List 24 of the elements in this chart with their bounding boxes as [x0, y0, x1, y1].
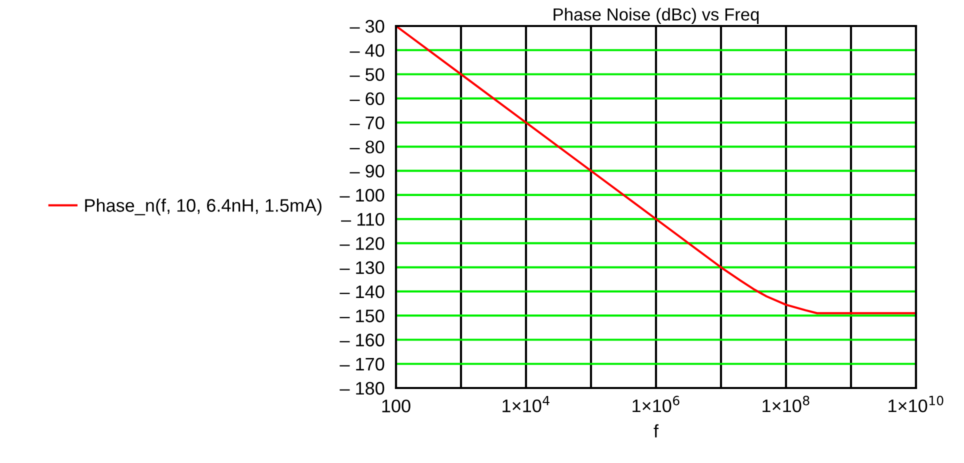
y-tick-label: – 50 [350, 68, 384, 81]
y-tick-label: – 30 [350, 20, 384, 33]
y-tick-label: – 120 [340, 237, 384, 250]
y-tick-label: – 140 [340, 285, 384, 298]
y-tick-label: – 160 [340, 334, 384, 346]
y-tick-label: – 40 [350, 44, 384, 57]
y-tick-label: – 150 [340, 310, 384, 322]
x-tick-label: 1×10$^{10}$ [888, 396, 944, 412]
x-tick-label: 1×10$^{4}$ [502, 396, 550, 412]
x-tick-label: 1×10$^{8}$ [762, 396, 810, 412]
y-tick-label: – 130 [340, 261, 384, 274]
chart-title: Phase Noise (dBc) vs Freq [554, 8, 759, 24]
x-tick-label: 1×10$^{6}$ [632, 396, 680, 412]
legend-label: Phase_n(f, 10, 6.4nH, 1.5mA) [85, 198, 322, 216]
y-tick-label: – 60 [350, 92, 384, 106]
y-tick-label: – 180 [340, 382, 384, 395]
x-axis-title: f [654, 424, 659, 438]
y-tick-label: – 80 [350, 140, 384, 154]
y-tick-label: – 170 [340, 358, 384, 371]
x-tick-label: 100 [382, 400, 410, 412]
y-tick-label: – 90 [350, 164, 384, 178]
y-tick-label: – 110 [341, 213, 384, 226]
y-tick-label: – 100 [340, 188, 384, 202]
y-tick-label: – 70 [350, 116, 384, 130]
